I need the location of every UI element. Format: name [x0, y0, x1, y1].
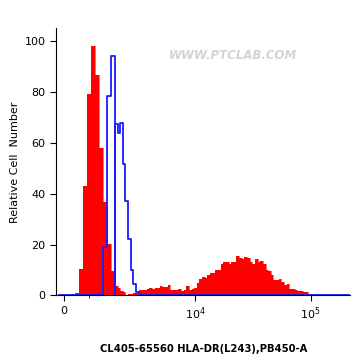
Y-axis label: Relative Cell  Number: Relative Cell Number: [10, 101, 20, 222]
Text: CL405-65560 HLA-DR(L243),PB450-A: CL405-65560 HLA-DR(L243),PB450-A: [100, 344, 308, 354]
Text: WWW.PTCLAB.COM: WWW.PTCLAB.COM: [168, 49, 297, 62]
